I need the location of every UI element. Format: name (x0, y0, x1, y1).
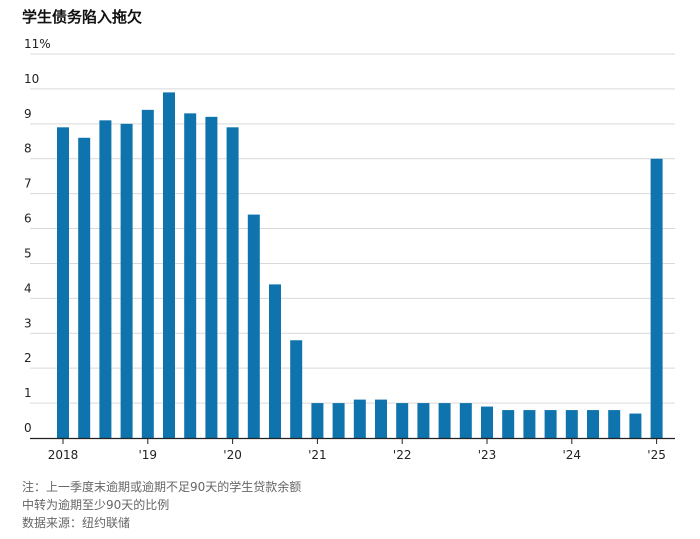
y-tick-label: 11% (24, 37, 51, 51)
y-tick-label: 6 (24, 212, 32, 226)
bar: 2019 Q4: 9.2 (205, 116, 218, 438)
bar: 2024 Q1: 0.8 (565, 410, 578, 438)
x-tick-label: '22 (393, 448, 412, 462)
bar: 2021 Q1: 1 (311, 403, 324, 438)
y-tick-label: 3 (24, 316, 32, 330)
x-tick-label: '24 (563, 448, 582, 462)
bar: 2022 Q3: 1 (438, 403, 451, 438)
bar: 2020 Q2: 6.4 (247, 214, 260, 438)
y-tick-label: 10 (24, 72, 39, 86)
bars: 2018 Q1: 8.9 2018 Q2: 8.6 2018 Q3: 9.1 2018… (57, 92, 663, 439)
bar: 2024 Q3: 0.8 (608, 410, 621, 438)
chart-notes: 注：上一季度末逾期或逾期不足90天的学生贷款余额 中转为逾期至少90天的比例 数… (22, 478, 301, 532)
bar: 2018 Q2: 8.6 (78, 137, 91, 439)
bar: 2018 Q4: 9 (120, 123, 133, 439)
x-axis-ticks: 2018 '19 '20 '21 '22 '23 '24 '25 (48, 438, 666, 462)
bar: 2024 Q2: 0.8 (587, 410, 599, 438)
x-tick-label: '21 (308, 448, 327, 462)
chart-title: 学生债务陷入拖欠 (22, 8, 143, 26)
bar: 2023 Q1: 0.9 (481, 406, 493, 438)
bar: 2022 Q1: 1 (396, 403, 409, 438)
bar: 2021 Q3: 1.1 (353, 399, 366, 438)
source-line: 数据来源：纽约联储 (22, 516, 131, 530)
bar: 2025 Q1: 8 (650, 158, 663, 438)
bar: 2018 Q3: 9.1 (99, 120, 112, 438)
y-tick-label: 0 (24, 421, 32, 435)
bar: 2020 Q3: 4.4 (269, 284, 281, 438)
bar: 2020 Q1: 8.9 (226, 127, 239, 439)
bar: 2021 Q2: 1 (332, 403, 345, 438)
bar: 2023 Q3: 0.8 (523, 410, 536, 438)
x-tick-label: '20 (223, 448, 242, 462)
y-tick-label: 7 (24, 177, 32, 191)
x-tick-label: '25 (647, 448, 666, 462)
note-line-2: 中转为逾期至少90天的比例 (22, 498, 170, 512)
bar: 2018 Q1: 8.9 (57, 127, 69, 439)
bar: 2020 Q4: 2.8 (290, 340, 303, 438)
bar: 2022 Q2: 1 (417, 403, 430, 438)
gridlines (30, 53, 675, 404)
bar: 2019 Q2: 9.9 (163, 92, 175, 439)
x-tick-label: '19 (139, 448, 158, 462)
x-tick-label: 2018 (48, 448, 79, 462)
bar: 2024 Q4: 0.7 (629, 413, 642, 438)
x-tick-label: '23 (478, 448, 497, 462)
y-tick-label: 9 (24, 107, 32, 121)
bar: 2023 Q2: 0.8 (502, 410, 515, 438)
bar: 2019 Q1: 9.4 (141, 109, 154, 438)
bar: 2021 Q4: 1.1 (375, 399, 387, 438)
y-tick-label: 2 (24, 351, 32, 365)
y-tick-label: 4 (24, 281, 32, 295)
bar: 2019 Q3: 9.3 (184, 113, 197, 438)
y-tick-label: 8 (24, 142, 32, 156)
y-axis-ticks: 0 1 2 3 4 5 6 7 8 9 10 11% (24, 37, 51, 435)
bar: 2023 Q4: 0.8 (544, 410, 557, 438)
bar-chart: 0 1 2 3 4 5 6 7 8 9 10 11% 2018 Q1: 8.9 2018 Q2: 8.6… (24, 37, 675, 462)
y-tick-label: 1 (24, 386, 32, 400)
y-tick-label: 5 (24, 246, 32, 260)
bar: 2022 Q4: 1 (459, 403, 472, 438)
note-line-1: 注：上一季度末逾期或逾期不足90天的学生贷款余额 (22, 480, 302, 494)
